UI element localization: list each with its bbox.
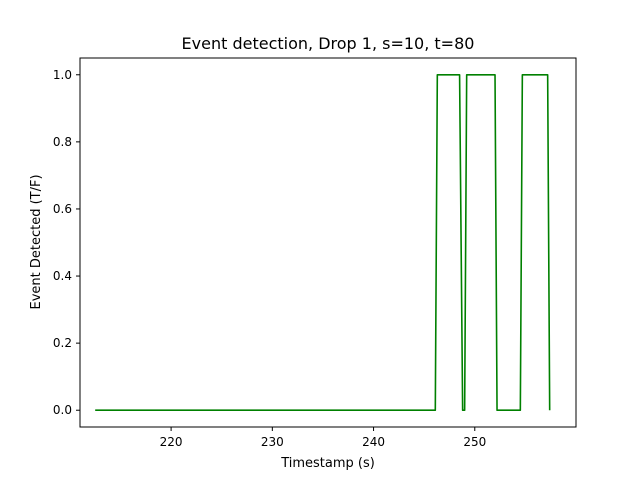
- y-tick-label: 0.0: [53, 403, 72, 417]
- y-tick-label: 1.0: [53, 68, 72, 82]
- x-tick-label: 230: [261, 435, 284, 449]
- y-axis: 0.0 0.2 0.4 0.6 0.8 1.0: [53, 68, 80, 417]
- y-tick-label: 0.8: [53, 135, 72, 149]
- series-line-0: [95, 73, 551, 412]
- x-tick-label: 220: [160, 435, 183, 449]
- plot-area: [95, 73, 551, 412]
- x-axis: 220 230 240 250: [160, 427, 486, 449]
- y-tick-label: 0.2: [53, 336, 72, 350]
- axes-frame: [79, 57, 577, 428]
- x-tick-label: 240: [362, 435, 385, 449]
- x-tick-label: 250: [463, 435, 486, 449]
- y-tick-label: 0.6: [53, 202, 72, 216]
- x-axis-label: Timestamp (s): [280, 456, 375, 471]
- y-axis-label: Event Detected (T/F): [29, 174, 44, 309]
- y-tick-label: 0.4: [53, 269, 72, 283]
- chart-title: Event detection, Drop 1, s=10, t=80: [182, 34, 475, 53]
